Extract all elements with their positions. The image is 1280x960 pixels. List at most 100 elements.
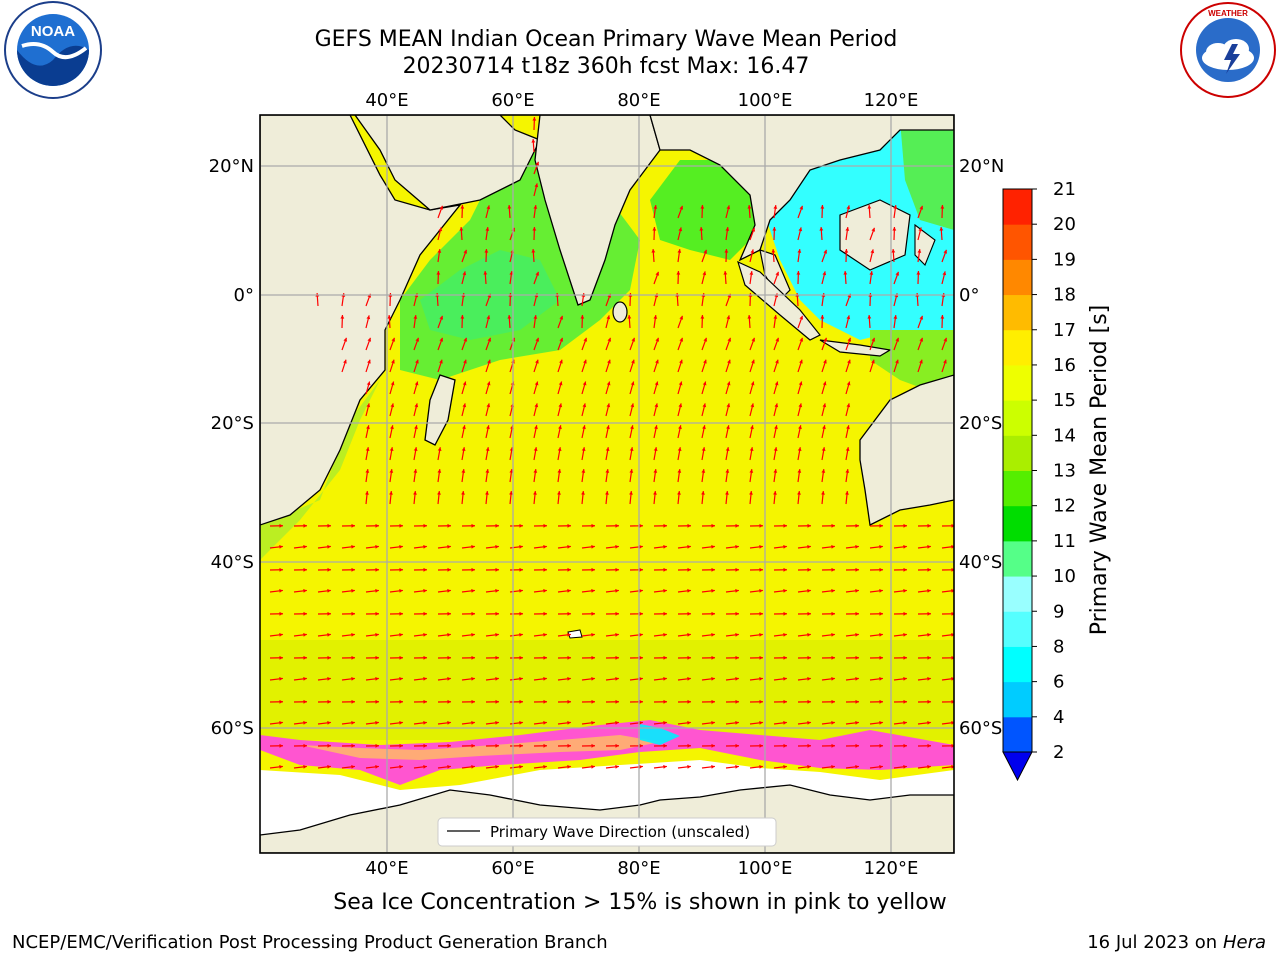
wave-arrow-head: [951, 699, 954, 704]
wave-arrow-head: [351, 523, 355, 528]
wave-arrow-head: [543, 743, 547, 748]
wave-arrow-head: [303, 567, 307, 572]
wave-arrow-head: [487, 337, 492, 342]
wave-arrow-head: [486, 205, 491, 210]
wave-arrow-head: [351, 544, 355, 549]
colorbar-tick-label: 11: [1053, 531, 1076, 552]
wave-arrow-head: [543, 588, 547, 593]
wave-arrow-head: [807, 611, 811, 616]
wave-arrow-head: [942, 271, 947, 276]
wave-arrow-head: [567, 743, 571, 748]
colorbar-segment: [1003, 470, 1032, 507]
wave-arrow-head: [759, 523, 763, 528]
wave-arrow-head: [591, 567, 595, 572]
wave-arrow-head: [867, 315, 872, 319]
wave-arrow-head: [461, 469, 466, 473]
sea-ice-band: [260, 720, 954, 785]
wave-arrow-head: [303, 632, 307, 637]
wave-arrow-head: [927, 523, 931, 528]
wave-arrow-head: [903, 611, 907, 616]
wave-arrow-head: [655, 271, 660, 276]
footer-producer: NCEP/EMC/Verification Post Processing Pr…: [12, 932, 608, 953]
lat-label: 20°S: [211, 413, 254, 434]
wave-arrow-head: [903, 588, 907, 593]
wave-arrow-head: [423, 567, 427, 572]
wave-arrow-head: [279, 632, 283, 637]
wave-arrow-head: [735, 676, 739, 681]
wave-arrow-head: [725, 447, 730, 451]
wave-arrow-head: [654, 403, 659, 408]
wave-arrow-head: [423, 544, 427, 549]
wave-arrow-head: [663, 611, 667, 616]
svg-text:WEATHER: WEATHER: [1208, 9, 1248, 18]
wave-arrow-head: [535, 271, 540, 276]
wave-arrow-head: [460, 315, 465, 319]
wave-arrow-head: [855, 720, 859, 725]
wave-arrow-head: [799, 337, 804, 342]
wave-arrow-head: [439, 337, 444, 342]
colorbar-tick-label: 8: [1053, 636, 1064, 657]
wave-arrow-head: [846, 381, 851, 386]
wave-arrow-head: [375, 743, 379, 748]
wave-arrow-head: [822, 425, 826, 430]
wave-arrow-head: [846, 425, 850, 430]
wave-arrow-head: [783, 588, 787, 593]
wave-arrow-head: [855, 611, 859, 616]
wave-arrow-head: [903, 676, 907, 681]
wave-arrow-head: [711, 720, 715, 725]
wave-arrow-head: [750, 249, 755, 254]
wave-arrow-head: [678, 425, 682, 430]
lat-label: 20°N: [959, 156, 1004, 177]
wave-arrow-head: [591, 764, 595, 769]
wave-arrow-head: [855, 632, 859, 637]
wave-arrow-head: [507, 205, 512, 209]
wave-arrow-head: [365, 447, 370, 451]
wave-arrow-head: [423, 699, 427, 704]
wave-arrow-head: [751, 227, 756, 232]
wave-arrow-head: [535, 337, 540, 342]
wave-arrow-head: [639, 544, 643, 549]
wave-arrow-head: [447, 676, 451, 681]
wave-arrow-head: [519, 611, 523, 616]
wave-arrow-head: [543, 720, 547, 725]
wave-arrow-head: [750, 403, 755, 408]
wave-arrow-head: [879, 611, 883, 616]
wave-arrow-head: [892, 227, 897, 231]
colorbar-tick-label: 19: [1053, 249, 1076, 270]
wave-arrow-head: [591, 588, 595, 593]
lat-label: 40°S: [959, 552, 1002, 573]
wave-arrow-head: [918, 227, 923, 232]
wave-arrow-head: [919, 359, 923, 364]
wave-arrow-head: [486, 425, 490, 430]
wave-arrow-head: [558, 381, 563, 386]
wave-arrow-head: [663, 523, 667, 528]
wave-arrow-head: [735, 720, 739, 725]
sulawesi: [914, 223, 936, 266]
wave-arrow-head: [509, 271, 514, 275]
wave-arrow-head: [279, 544, 283, 549]
wave-arrow-head: [615, 743, 619, 748]
wave-arrow-head: [831, 544, 835, 549]
wave-arrow-head: [653, 205, 658, 209]
wave-arrow-head: [534, 425, 538, 430]
wave-arrow-head: [797, 469, 802, 473]
colorbar-tick-label: 6: [1053, 672, 1064, 693]
wave-arrow-head: [463, 337, 468, 342]
wave-arrow-head: [951, 567, 954, 572]
wave-arrow-head: [798, 381, 803, 386]
wave-arrow-head: [567, 567, 571, 572]
wave-arrow-head: [845, 469, 850, 473]
wave-arrow-head: [351, 655, 355, 660]
wave-arrow-head: [759, 567, 763, 572]
wave-arrow-head: [519, 655, 523, 660]
wave-arrow-head: [879, 544, 883, 549]
colorbar-segment: [1003, 681, 1032, 718]
wave-arrow-head: [759, 655, 763, 660]
wave-arrow-head: [437, 447, 442, 451]
wave-arrow-head: [415, 337, 420, 342]
wave-arrow-head: [615, 611, 619, 616]
wave-arrow-head: [751, 359, 755, 364]
wave-arrow-head: [687, 743, 691, 748]
wave-arrow-head: [557, 447, 562, 451]
colorbar-tick-label: 21: [1053, 179, 1076, 200]
